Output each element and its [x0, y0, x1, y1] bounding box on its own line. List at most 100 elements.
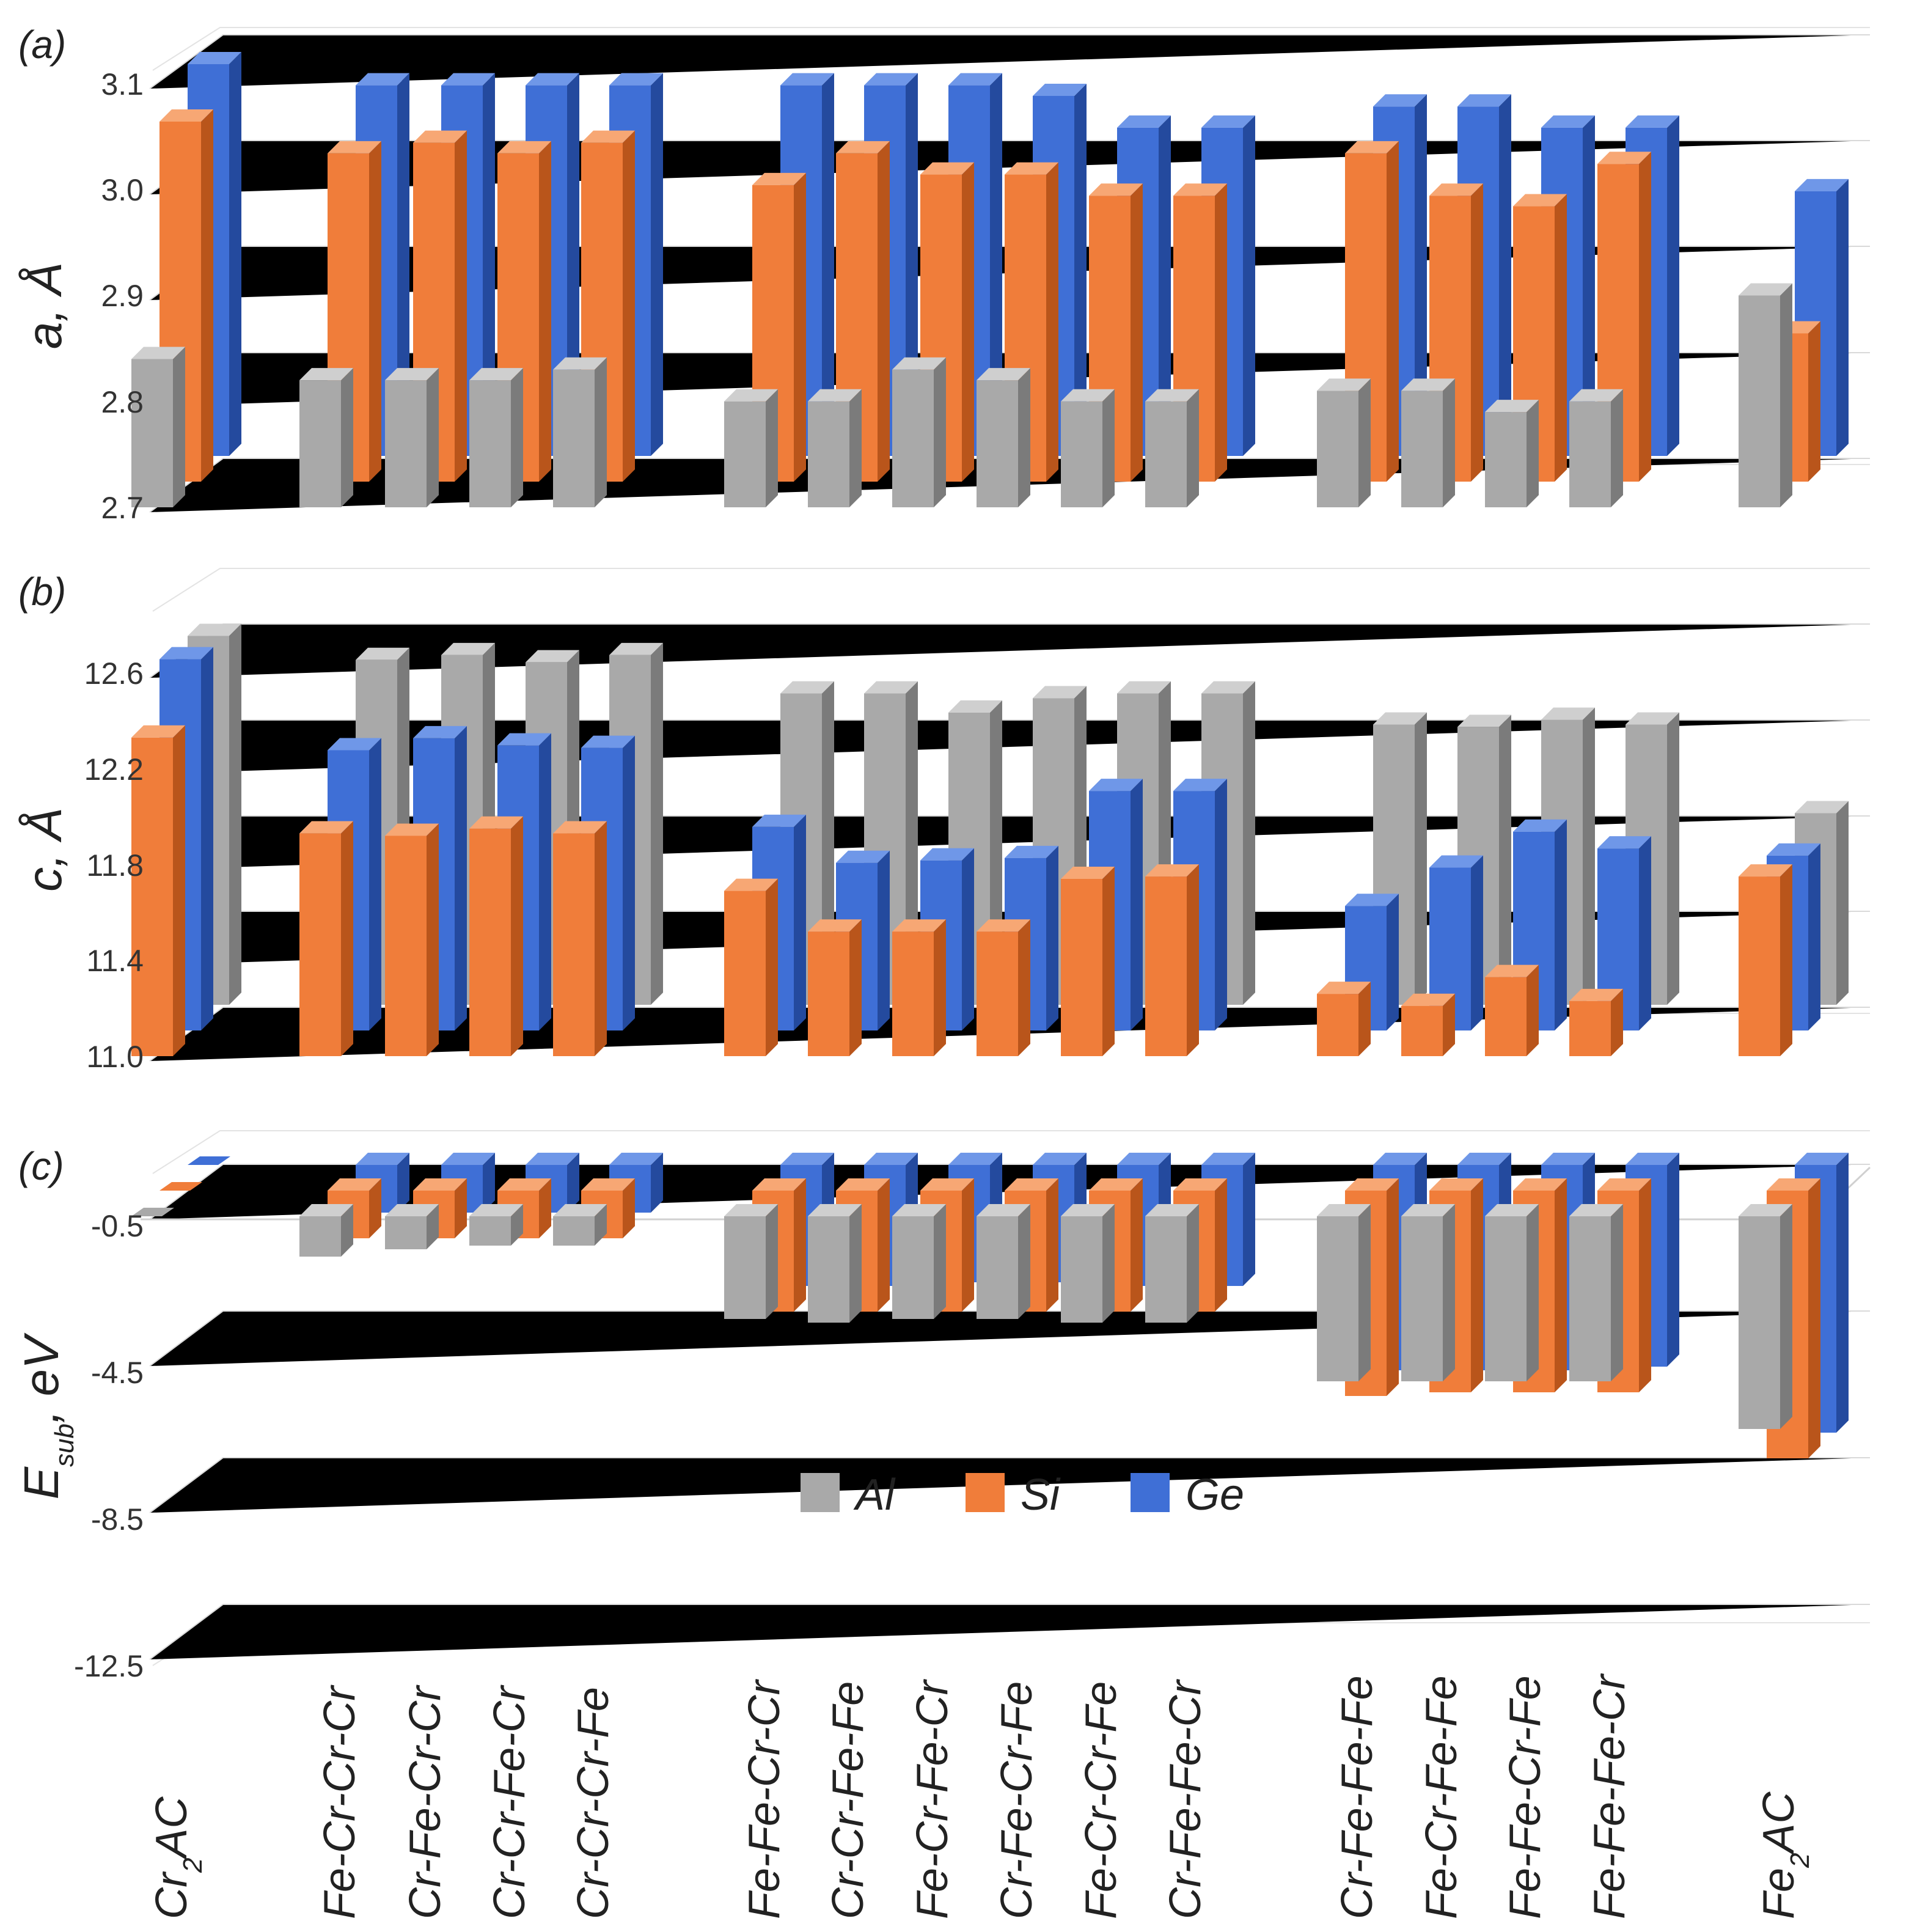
panel-c-bar-al-fe-cr-fe-fe-front [1401, 1216, 1443, 1381]
panel-b-bar-al-cr-fe-fe-cr-top [1201, 681, 1255, 694]
panel-a-bar-si-fe-cr-fe-fe-top [1429, 183, 1483, 196]
panel-b-ytick-1: 11.4 [86, 944, 144, 978]
panel-b-bar-si-cr-fe-cr-fe-side [1018, 919, 1030, 1056]
panel-b-bar-si-fe-cr-cr-fe-side [1102, 867, 1115, 1056]
panel-c-bar-si-fe-cr-fe-fe-side [1471, 1178, 1483, 1392]
panel-a-bar-al-cr2ac [131, 347, 185, 507]
panel-c-ylabel-sub: sub [49, 1423, 79, 1467]
panel-b-bar-si-cr-cr-fe-cr-top [469, 816, 523, 829]
panel-a-bar-al-fe-cr-fe-fe-side [1443, 378, 1455, 507]
panel-a-bar-al-fe-fe-cr-fe-top [1485, 400, 1539, 413]
panel-b-bar-si-fe-cr-fe-fe-front [1401, 1005, 1443, 1056]
panel-c-bar-ge-cr-cr-fe-cr-side [567, 1153, 579, 1213]
panel-a-bar-si-cr-fe-fe-cr-top [1173, 183, 1227, 196]
panel-a-bar-ge-cr-cr-cr-fe-top [609, 73, 663, 86]
panel-a-bar-al-cr-fe-cr-fe-front [977, 380, 1018, 507]
panel-c-bar-si-fe-fe-fe-cr-side [1639, 1178, 1651, 1392]
panel-b-ytick-2: 11.8 [86, 848, 144, 883]
panel-a-bar-si-cr-cr-cr-fe-top [581, 130, 635, 143]
panel-a-bar-al-cr-fe-fe-cr-top [1145, 389, 1199, 402]
panel-b-bar-al-fe-cr-fe-fe-top [1457, 714, 1511, 727]
panel-c-bar-ge-fe-cr-cr-cr-side [397, 1153, 409, 1213]
panel-c-bar-al-cr-fe-cr-fe-side [1018, 1204, 1030, 1319]
panel-a-bar-si-fe-fe-cr-fe-side [1555, 194, 1567, 482]
panel-b-bar-ge-cr-fe-fe-fe-side [1387, 894, 1399, 1030]
panel-b-bar-ge-cr-cr-fe-cr-side [539, 733, 551, 1030]
panel-a-bar-si-cr2ac-side [201, 109, 213, 482]
panel-c-bar-ge-cr-cr-fe-fe-top [864, 1153, 918, 1165]
panel-c-bar-si-cr2ac [159, 1182, 202, 1191]
panel-b-bar-ge-fe-cr-fe-fe-side [1471, 855, 1483, 1030]
panel-b-bar-si-cr-cr-fe-cr-front [469, 828, 511, 1056]
panel-b-bar-si-cr-cr-fe-fe-front [808, 931, 849, 1056]
panel-c-bar-si-fe-cr-fe-fe-top [1429, 1178, 1483, 1191]
panel-c-bar-ge-fe-cr-fe-fe-top [1457, 1153, 1511, 1165]
panel-b-bar-ge-fe-cr-fe-cr-side [962, 848, 974, 1030]
panel-a-bar-si-fe-cr-cr-fe-side [1131, 183, 1143, 482]
panel-c-bar-ge-fe-fe-cr-cr-top [780, 1153, 834, 1165]
panel-b-bar-ge-cr-cr-cr-fe-side [623, 735, 635, 1030]
panel-b-bar-si-fe-fe-cr-cr-front [724, 891, 766, 1056]
panel-a-bar-si-cr-cr-fe-fe-top [836, 141, 890, 153]
panel-a-bar-ge-fe-cr-cr-fe-side [1159, 115, 1171, 457]
category-label-fe-fe-cr-cr: Fe-Fe-Cr-Cr [740, 1678, 789, 1919]
panel-a-bar-al-cr-fe-cr-cr-front [385, 380, 427, 507]
panel-a-bar-al-cr2ac-side [173, 347, 185, 507]
panel-b-bar-si-cr-cr-cr-fe [553, 821, 607, 1056]
panel-c-bar-si-fe2ac-side [1808, 1178, 1820, 1458]
panel-b-bar-ge-fe-fe-cr-cr-top [752, 814, 806, 827]
panel-b-bar-si-fe-cr-cr-cr-top [299, 821, 353, 834]
panel-a-bar-si-cr-cr-cr-fe [581, 130, 635, 482]
panel-c-bar-si-cr-fe-fe-cr-top [1173, 1178, 1227, 1191]
panel-a-bar-ge-cr2ac-side [229, 51, 241, 457]
panel-c-bar-al-fe-cr-fe-cr [892, 1204, 946, 1319]
panel-b-bar-si-cr-fe-cr-fe-front [977, 931, 1018, 1056]
panel-c-bar-al-cr-fe-cr-fe-front [977, 1216, 1018, 1319]
panel-a-bar-si-fe-cr-fe-cr-side [962, 162, 974, 482]
category-label-fe-cr-cr-cr: Fe-Cr-Cr-Cr [315, 1684, 364, 1919]
panel-c-bar-al-cr-cr-fe-cr-front [469, 1216, 511, 1246]
panel-c-bar-ge-cr-cr-fe-cr-top [526, 1153, 579, 1165]
panel-b-bar-si-fe-fe-cr-cr-side [766, 878, 778, 1056]
panel-a-bar-si-fe-cr-cr-cr-top [328, 141, 381, 153]
panel-b-label: (b) [18, 570, 66, 614]
panel-a-bar-ge-cr-fe-cr-cr-side [483, 73, 495, 456]
panel-a-bar-al-fe-cr-cr-fe-side [1102, 389, 1115, 507]
panel-c-bar-si-cr-fe-fe-fe-side [1387, 1178, 1399, 1396]
panel-a-bar-al-cr-fe-cr-fe [977, 368, 1030, 507]
panel-a-bar-ge-cr-fe-cr-fe-side [1074, 83, 1087, 456]
panel-c-bar-al-cr-fe-cr-cr-side [427, 1204, 439, 1249]
panel-a-top-edge [152, 27, 1870, 71]
category-label-cr-fe-fe-cr: Cr-Fe-Fe-Cr [1161, 1678, 1210, 1919]
panel-c-bar-al-fe-cr-cr-fe-top [1061, 1204, 1115, 1216]
panel-a-bar-ge-cr-fe-cr-fe-top [1033, 83, 1087, 96]
panel-c-bar-al-cr-cr-cr-fe-top [553, 1204, 607, 1216]
panel-b-bar-al-cr-fe-fe-fe-top [1373, 712, 1427, 725]
panel-a-bar-si-cr2ac-top [159, 109, 213, 122]
panel-a-bar-al-fe-fe-fe-cr-top [1569, 389, 1623, 402]
legend-swatch-si [966, 1473, 1005, 1512]
panel-c-bar-ge-cr-fe-fe-cr-top [1201, 1153, 1255, 1165]
panel-c-bar-si-fe-cr-fe-cr-side [962, 1178, 974, 1312]
panel-a-bar-ge-fe-cr-cr-cr-side [397, 73, 409, 456]
panel-b-bar-si-fe2ac [1739, 864, 1792, 1056]
panel-a-bar-al-fe-cr-cr-cr-side [341, 368, 353, 507]
panel-b-bar-al-cr-cr-fe-cr-top [526, 650, 579, 663]
panel-b-bar-si-fe-cr-cr-fe-front [1061, 879, 1102, 1056]
panel-a-bar-al-cr-cr-fe-fe-side [849, 389, 862, 507]
panel-b-bar-al-cr-fe-cr-fe-top [1033, 686, 1087, 699]
panel-b-bar-si-fe-cr-cr-fe-top [1061, 867, 1115, 880]
category-label-fe2ac-main: Fe [1754, 1868, 1803, 1919]
panel-a-bar-ge-fe2ac-side [1836, 178, 1849, 456]
legend-label-ge: Ge [1186, 1471, 1244, 1519]
panel-b-bar-si-cr-cr-fe-cr-side [511, 816, 523, 1056]
panel-a-bar-al-cr-fe-fe-cr [1145, 389, 1199, 507]
panel-c-bar-si-cr-cr-cr-fe-top [581, 1178, 635, 1191]
panel-c-bar-al-fe-fe-cr-cr [724, 1204, 778, 1319]
panel-c-bar-al-fe-cr-cr-fe-front [1061, 1216, 1102, 1323]
panel-b-bar-ge-fe2ac-side [1808, 843, 1820, 1030]
panel-a-bar-ge-cr-cr-fe-fe-top [864, 73, 918, 86]
panel-c-bar-si-fe-cr-cr-cr-top [328, 1178, 381, 1191]
panel-c-bar-ge-fe-cr-cr-fe-top [1117, 1153, 1171, 1165]
panel-b-bar-ge-cr-fe-cr-cr-side [455, 725, 467, 1030]
